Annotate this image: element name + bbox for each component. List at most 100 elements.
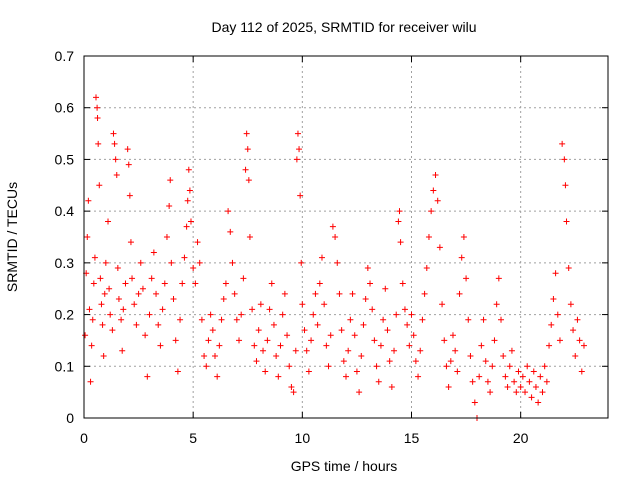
- data-point: [491, 337, 498, 344]
- data-point: [314, 321, 321, 328]
- data-point: [113, 171, 120, 178]
- data-point: [415, 373, 422, 380]
- data-point: [96, 182, 103, 189]
- data-point: [358, 352, 365, 359]
- data-point: [94, 104, 101, 111]
- data-point: [458, 254, 465, 261]
- data-point: [105, 218, 112, 225]
- data-point: [506, 363, 513, 370]
- data-point: [82, 332, 89, 339]
- data-point: [275, 373, 282, 380]
- x-tick-label: 20: [513, 430, 529, 446]
- data-point: [565, 265, 572, 272]
- data-point: [318, 254, 325, 261]
- data-point: [367, 280, 374, 287]
- data-point: [212, 352, 218, 359]
- data-point: [127, 239, 134, 246]
- y-tick-label: 0.4: [55, 203, 75, 219]
- data-point: [142, 332, 149, 339]
- data-point: [184, 197, 191, 204]
- data-point: [196, 259, 203, 266]
- data-point: [580, 342, 587, 349]
- data-point: [447, 358, 454, 365]
- data-point: [288, 383, 295, 390]
- data-point: [454, 368, 461, 375]
- data-points: [82, 94, 587, 421]
- data-point: [563, 218, 570, 225]
- y-tick-label: 0.1: [55, 358, 75, 374]
- data-point: [122, 280, 129, 287]
- data-point: [340, 358, 347, 365]
- data-point: [574, 316, 581, 323]
- data-point: [97, 275, 104, 282]
- data-point: [397, 239, 404, 246]
- data-point: [515, 368, 522, 375]
- data-point: [467, 352, 474, 359]
- data-point: [559, 140, 566, 147]
- data-point: [109, 327, 116, 334]
- data-point: [214, 373, 221, 380]
- data-point: [541, 363, 548, 370]
- data-point: [511, 378, 518, 385]
- data-point: [144, 373, 151, 380]
- data-point: [543, 378, 550, 385]
- data-point: [251, 342, 258, 349]
- data-point: [386, 358, 393, 365]
- data-point: [532, 383, 539, 390]
- data-point: [388, 383, 395, 390]
- data-point: [362, 296, 369, 303]
- data-point: [86, 306, 93, 313]
- data-point: [371, 337, 378, 344]
- data-point: [480, 316, 487, 323]
- data-point: [157, 342, 164, 349]
- data-point: [430, 187, 437, 194]
- data-point: [495, 275, 502, 282]
- x-axis-label: GPS time / hours: [291, 458, 398, 474]
- data-point: [436, 244, 443, 251]
- data-point: [222, 280, 229, 287]
- data-point: [183, 223, 190, 230]
- data-point: [242, 166, 249, 173]
- x-tick-label: 5: [189, 430, 197, 446]
- data-point: [107, 311, 114, 318]
- data-point: [456, 290, 463, 297]
- data-point: [89, 316, 96, 323]
- data-point: [90, 280, 97, 287]
- data-point: [266, 306, 273, 313]
- data-point: [408, 311, 415, 318]
- data-point: [310, 311, 317, 318]
- data-point: [484, 378, 491, 385]
- data-point: [84, 234, 91, 240]
- data-point: [220, 296, 227, 303]
- data-point: [262, 368, 269, 375]
- data-point: [471, 399, 478, 406]
- data-point: [161, 280, 168, 287]
- data-point: [345, 347, 352, 354]
- data-point: [240, 275, 247, 282]
- data-point: [325, 363, 332, 370]
- data-point: [548, 321, 555, 328]
- data-point: [299, 301, 306, 308]
- data-point: [181, 254, 188, 261]
- data-point: [124, 146, 131, 153]
- data-point: [137, 259, 144, 266]
- data-point: [231, 290, 238, 297]
- data-point: [445, 383, 452, 390]
- data-point: [126, 192, 133, 199]
- data-point: [106, 285, 113, 292]
- y-tick-label: 0: [66, 410, 74, 426]
- data-point: [377, 342, 384, 349]
- data-point: [338, 327, 345, 334]
- grid-lines: [84, 56, 608, 418]
- data-point: [249, 306, 256, 313]
- data-point: [100, 352, 107, 359]
- data-point: [260, 347, 267, 354]
- data-point: [281, 290, 288, 297]
- data-point: [95, 140, 102, 147]
- data-point: [225, 208, 232, 215]
- data-point: [243, 130, 250, 137]
- data-point: [349, 290, 356, 297]
- data-point: [186, 187, 193, 194]
- data-point: [391, 347, 398, 354]
- data-point: [384, 327, 391, 334]
